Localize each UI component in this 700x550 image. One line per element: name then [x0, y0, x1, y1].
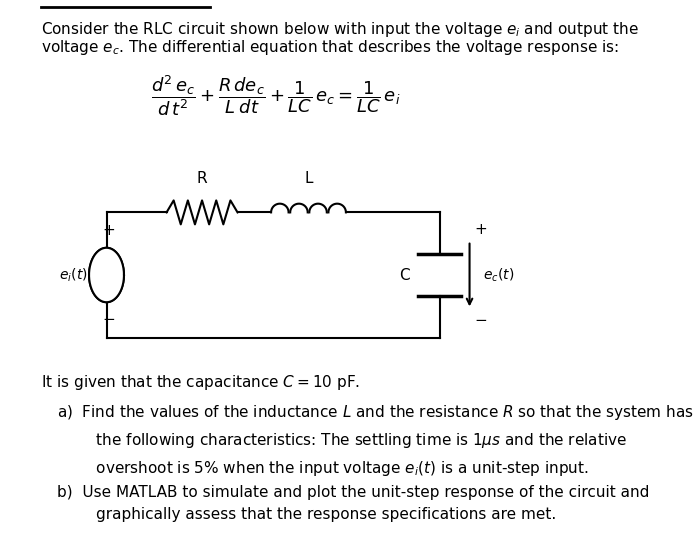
- Text: −: −: [474, 313, 486, 328]
- Text: a)  Find the values of the inductance $L$ and the resistance $R$ so that the sys: a) Find the values of the inductance $L$…: [57, 403, 694, 478]
- Text: Consider the RLC circuit shown below with input the voltage $e_i$ and output the: Consider the RLC circuit shown below wit…: [41, 20, 639, 39]
- Text: $e_i(t)$: $e_i(t)$: [60, 266, 88, 284]
- Text: L: L: [304, 171, 313, 186]
- Text: $e_c(t)$: $e_c(t)$: [483, 266, 514, 284]
- Text: voltage $e_c$. The differential equation that describes the voltage response is:: voltage $e_c$. The differential equation…: [41, 38, 619, 57]
- Ellipse shape: [89, 248, 124, 302]
- Text: It is given that the capacitance $C = 10$ pF.: It is given that the capacitance $C = 10…: [41, 373, 360, 392]
- Text: R: R: [197, 171, 207, 186]
- Text: b)  Use MATLAB to simulate and plot the unit-step response of the circuit and
  : b) Use MATLAB to simulate and plot the u…: [57, 485, 650, 522]
- Text: C: C: [399, 267, 409, 283]
- Text: +: +: [474, 222, 486, 237]
- Text: $\dfrac{d^2\,e_c}{d\,t^2} + \dfrac{R\,de_c}{L\;dt} + \dfrac{1}{LC}\,e_c = \dfrac: $\dfrac{d^2\,e_c}{d\,t^2} + \dfrac{R\,de…: [151, 74, 400, 118]
- Text: +: +: [102, 223, 115, 238]
- Text: −: −: [102, 312, 115, 327]
